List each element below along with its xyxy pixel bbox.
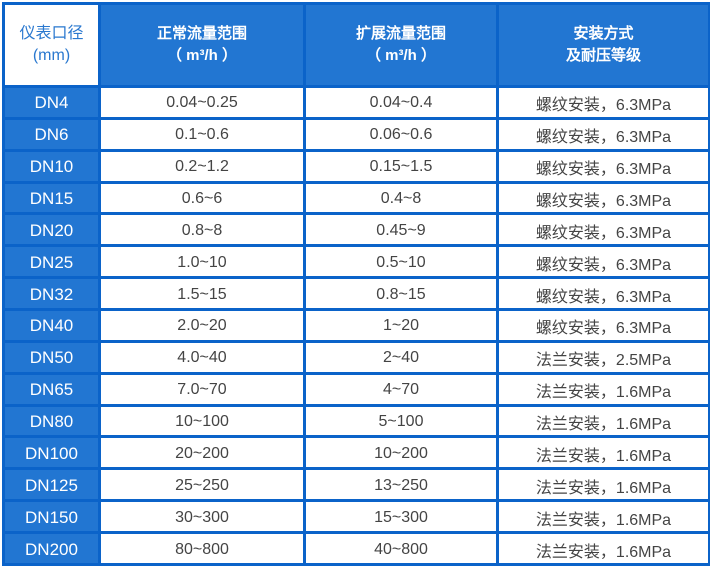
diameter-cell: DN40: [2, 308, 101, 343]
normal-flow-cell: 0.8~8: [98, 212, 306, 248]
installation-cell: 螺纹安装，6.3MPa: [496, 308, 710, 343]
header-line2: （ m³/h ）: [167, 47, 237, 64]
table-row: DN65 7.0~70 4~70 法兰安装，1.6MPa: [2, 371, 710, 407]
normal-flow-cell: 2.0~20: [98, 308, 306, 343]
normal-flow-cell: 80~800: [98, 531, 306, 566]
installation-cell: 螺纹安装，6.3MPa: [496, 148, 710, 184]
installation-cell: 螺纹安装，6.3MPa: [496, 276, 710, 312]
diameter-cell: DN150: [2, 499, 101, 535]
header-line1: 扩展流量范围: [355, 25, 446, 42]
header-line2: 及耐压等级: [565, 47, 641, 64]
diameter-cell: DN65: [2, 371, 101, 407]
normal-flow-cell: 10~100: [98, 403, 306, 439]
normal-flow-cell: 0.2~1.2: [98, 148, 306, 184]
header-installation: 安装方式 及耐压等级: [496, 2, 710, 88]
diameter-cell: DN200: [2, 531, 101, 566]
normal-flow-cell: 20~200: [98, 435, 306, 471]
installation-cell: 螺纹安装，6.3MPa: [496, 180, 710, 216]
header-extended-flow: 扩展流量范围 （ m³/h ）: [303, 2, 499, 88]
normal-flow-cell: 25~250: [98, 467, 306, 503]
extended-flow-cell: 40~800: [303, 531, 499, 566]
table-row: DN6 0.1~0.6 0.06~0.6 螺纹安装，6.3MPa: [2, 116, 710, 152]
installation-cell: 螺纹安装，6.3MPa: [496, 85, 710, 120]
header-line1: 正常流量范围: [156, 25, 247, 42]
table-row: DN150 30~300 15~300 法兰安装，1.6MPa: [2, 499, 710, 535]
normal-flow-cell: 0.6~6: [98, 180, 306, 216]
extended-flow-cell: 0.5~10: [303, 244, 499, 280]
normal-flow-cell: 0.1~0.6: [98, 116, 306, 152]
normal-flow-cell: 4.0~40: [98, 339, 306, 375]
diameter-cell: DN20: [2, 212, 101, 248]
header-normal-flow: 正常流量范围 （ m³/h ）: [98, 2, 306, 88]
installation-cell: 法兰安装，1.6MPa: [496, 467, 710, 503]
installation-cell: 法兰安装，1.6MPa: [496, 403, 710, 439]
normal-flow-cell: 1.5~15: [98, 276, 306, 312]
diameter-cell: DN125: [2, 467, 101, 503]
extended-flow-cell: 13~250: [303, 467, 499, 503]
table-row: DN40 2.0~20 1~20 螺纹安装，6.3MPa: [2, 308, 710, 343]
normal-flow-cell: 0.04~0.25: [98, 85, 306, 120]
installation-cell: 螺纹安装，6.3MPa: [496, 116, 710, 152]
table-row: DN20 0.8~8 0.45~9 螺纹安装，6.3MPa: [2, 212, 710, 248]
diameter-cell: DN25: [2, 244, 101, 280]
extended-flow-cell: 2~40: [303, 339, 499, 375]
table-row: DN10 0.2~1.2 0.15~1.5 螺纹安装，6.3MPa: [2, 148, 710, 184]
normal-flow-cell: 7.0~70: [98, 371, 306, 407]
diameter-cell: DN50: [2, 339, 101, 375]
normal-flow-cell: 30~300: [98, 499, 306, 535]
diameter-cell: DN10: [2, 148, 101, 184]
extended-flow-cell: 4~70: [303, 371, 499, 407]
extended-flow-cell: 0.04~0.4: [303, 85, 499, 120]
diameter-cell: DN6: [2, 116, 101, 152]
normal-flow-cell: 1.0~10: [98, 244, 306, 280]
diameter-cell: DN100: [2, 435, 101, 471]
table-row: DN15 0.6~6 0.4~8 螺纹安装，6.3MPa: [2, 180, 710, 216]
header-line2: （ m³/h ）: [366, 47, 436, 64]
diameter-cell: DN32: [2, 276, 101, 312]
header-line1: 安装方式: [573, 25, 634, 42]
table-row: DN32 1.5~15 0.8~15 螺纹安装，6.3MPa: [2, 276, 710, 312]
extended-flow-cell: 5~100: [303, 403, 499, 439]
extended-flow-cell: 0.15~1.5: [303, 148, 499, 184]
installation-cell: 法兰安装，1.6MPa: [496, 499, 710, 535]
installation-cell: 螺纹安装，6.3MPa: [496, 244, 710, 280]
table-row: DN50 4.0~40 2~40 法兰安装，2.5MPa: [2, 339, 710, 375]
installation-cell: 法兰安装，1.6MPa: [496, 371, 710, 407]
installation-cell: 法兰安装，1.6MPa: [496, 531, 710, 566]
installation-cell: 法兰安装，1.6MPa: [496, 435, 710, 471]
extended-flow-cell: 0.8~15: [303, 276, 499, 312]
diameter-cell: DN15: [2, 180, 101, 216]
table-row: DN125 25~250 13~250 法兰安装，1.6MPa: [2, 467, 710, 503]
installation-cell: 螺纹安装，6.3MPa: [496, 212, 710, 248]
extended-flow-cell: 1~20: [303, 308, 499, 343]
table-row: DN200 80~800 40~800 法兰安装，1.6MPa: [2, 531, 710, 566]
table-row: DN25 1.0~10 0.5~10 螺纹安装，6.3MPa: [2, 244, 710, 280]
extended-flow-cell: 0.4~8: [303, 180, 499, 216]
diameter-cell: DN4: [2, 85, 101, 120]
header-line2: (mm): [32, 47, 71, 64]
table-row: DN4 0.04~0.25 0.04~0.4 螺纹安装，6.3MPa: [2, 85, 710, 120]
extended-flow-cell: 15~300: [303, 499, 499, 535]
table-row: DN80 10~100 5~100 法兰安装，1.6MPa: [2, 403, 710, 439]
installation-cell: 法兰安装，2.5MPa: [496, 339, 710, 375]
header-row: 仪表口径 (mm) 正常流量范围 （ m³/h ） 扩展流量范围 （ m³/h ） 安…: [2, 2, 710, 88]
header-line1: 仪表口径: [19, 25, 84, 42]
diameter-cell: DN80: [2, 403, 101, 439]
extended-flow-cell: 0.45~9: [303, 212, 499, 248]
extended-flow-cell: 0.06~0.6: [303, 116, 499, 152]
extended-flow-cell: 10~200: [303, 435, 499, 471]
header-diameter: 仪表口径 (mm): [2, 2, 101, 88]
table-row: DN100 20~200 10~200 法兰安装，1.6MPa: [2, 435, 710, 471]
